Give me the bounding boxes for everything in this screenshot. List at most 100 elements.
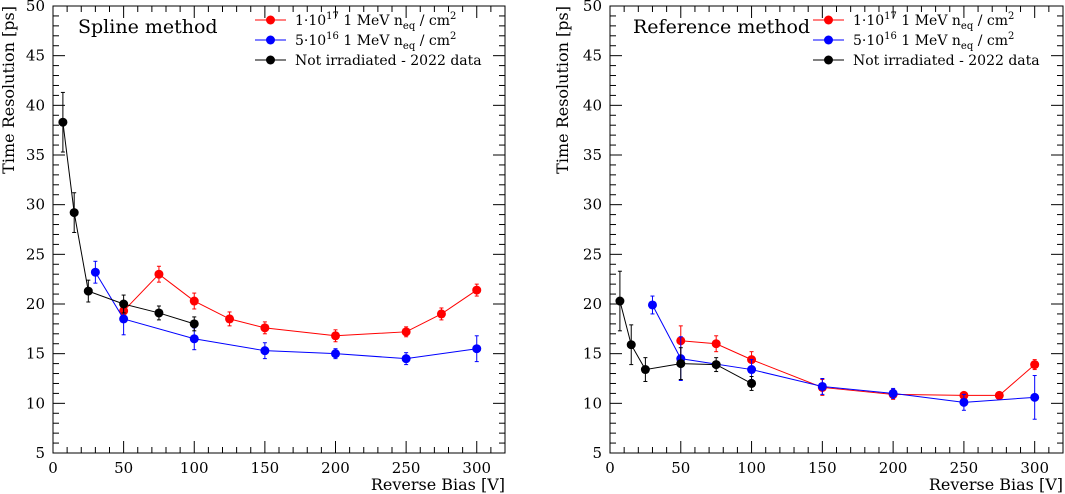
- data-point: [472, 285, 482, 295]
- y-tick-label: 50: [583, 0, 602, 15]
- y-axis-title: Time Resolution [ps]: [0, 6, 18, 174]
- plot-frame: [52, 5, 506, 454]
- y-tick-label: 10: [26, 394, 45, 412]
- series-line: [652, 304, 1035, 403]
- data-point: [1030, 392, 1040, 402]
- x-tick-label: 0: [605, 459, 615, 477]
- data-point: [959, 397, 969, 407]
- data-point: [331, 349, 340, 359]
- series-line: [62, 122, 195, 325]
- series-1: [676, 325, 1040, 400]
- y-tick-label: 35: [583, 146, 602, 164]
- plot-frame: [609, 5, 1064, 454]
- x-tick-label: 300: [1020, 459, 1049, 477]
- x-tick-label: 200: [879, 459, 908, 477]
- data-point: [225, 314, 235, 324]
- legend-marker: [824, 35, 833, 45]
- data-point: [472, 344, 482, 354]
- y-tick-label: 25: [26, 245, 45, 263]
- data-point: [817, 381, 827, 391]
- legend-entry-3: Not irradiated - 2022 data: [813, 53, 1040, 69]
- data-point: [189, 319, 199, 329]
- data-point: [83, 286, 93, 296]
- series-line: [619, 300, 752, 384]
- data-point: [676, 359, 686, 369]
- y-tick-label: 35: [26, 146, 45, 164]
- y-tick-label: 20: [26, 295, 45, 313]
- x-tick-label: 100: [737, 459, 766, 477]
- data-point: [640, 365, 650, 375]
- series-2: [90, 260, 482, 366]
- legend-label: Not irradiated - 2022 data: [853, 53, 1040, 69]
- legend-marker: [824, 15, 833, 25]
- data-point: [331, 331, 340, 341]
- data-point: [189, 296, 199, 306]
- legend-marker: [824, 55, 833, 65]
- series-line: [123, 273, 478, 337]
- legend-label: Not irradiated - 2022 data: [295, 53, 482, 69]
- data-point: [626, 340, 636, 350]
- x-axis-title: Reverse Bias [V]: [929, 475, 1063, 494]
- chart-panel-2: 0 50 100 150 200 250 300 5 10 15 20 25 30 35 40 45 50 Rev…: [553, 0, 1064, 494]
- chart-panel-1: 0 50 100 150 200 250 300 5 10 15 20 25 30 35 40 45 50 Rev…: [0, 0, 506, 494]
- legend-label: 5·1016 1 MeV neq / cm2: [295, 31, 456, 52]
- y-tick-label: 25: [583, 245, 602, 263]
- y-tick-label: 30: [26, 196, 45, 214]
- legend-marker: [266, 35, 275, 45]
- x-tick-label: 250: [950, 459, 979, 477]
- legend-entry-1: 1·1017 1 MeV neq / cm2: [813, 11, 1014, 32]
- data-point: [154, 308, 164, 318]
- legend-label: 1·1017 1 MeV neq / cm2: [295, 11, 456, 32]
- data-point: [994, 390, 1004, 400]
- data-point: [1030, 360, 1040, 370]
- panel-title: Reference method: [633, 16, 810, 38]
- x-tick-label: 150: [251, 459, 280, 477]
- y-tick-label: 20: [583, 295, 602, 313]
- y-axis-title: Time Resolution [ps]: [553, 6, 572, 174]
- y-tick-label: 5: [35, 444, 45, 462]
- legend-entry-2: 5·1016 1 MeV neq / cm2: [813, 31, 1014, 52]
- x-tick-label: 0: [48, 459, 58, 477]
- data-point: [615, 296, 625, 306]
- series-line: [680, 340, 1036, 396]
- y-tick-label: 15: [583, 345, 602, 363]
- data-point: [119, 314, 129, 324]
- data-point: [260, 323, 270, 333]
- series-2: [647, 295, 1040, 420]
- legend-marker: [266, 55, 275, 65]
- series-1: [119, 265, 482, 343]
- x-tick-label: 200: [321, 459, 350, 477]
- y-tick-label: 40: [26, 96, 45, 114]
- y-tick-label: 15: [26, 345, 45, 363]
- data-point: [401, 327, 411, 337]
- y-tick-label: 45: [26, 47, 45, 65]
- data-point: [888, 388, 898, 398]
- data-point: [747, 365, 757, 375]
- legend-entry-3: Not irradiated - 2022 data: [255, 53, 482, 69]
- x-tick-label: 50: [114, 459, 133, 477]
- x-tick-label: 250: [392, 459, 421, 477]
- data-point: [154, 269, 164, 279]
- legend-label: 1·1017 1 MeV neq / cm2: [853, 11, 1014, 32]
- data-point: [647, 300, 657, 310]
- x-tick-label: 100: [180, 459, 209, 477]
- y-tick-label: 40: [583, 96, 602, 114]
- y-tick-label: 50: [26, 0, 45, 15]
- legend-marker: [266, 15, 275, 25]
- y-tick-label: 10: [583, 394, 602, 412]
- x-tick-label: 50: [671, 459, 690, 477]
- series-line: [94, 271, 477, 360]
- y-tick-label: 45: [583, 47, 602, 65]
- data-point: [747, 378, 757, 388]
- data-point: [69, 208, 79, 218]
- legend-entry-2: 5·1016 1 MeV neq / cm2: [255, 31, 456, 52]
- series-3: [615, 270, 757, 391]
- series-3: [58, 91, 199, 332]
- x-tick-label: 150: [808, 459, 837, 477]
- data-point: [119, 299, 129, 309]
- data-point: [189, 334, 199, 344]
- data-point: [260, 346, 270, 356]
- panel-title: Spline method: [78, 16, 218, 38]
- x-axis-title: Reverse Bias [V]: [371, 475, 505, 494]
